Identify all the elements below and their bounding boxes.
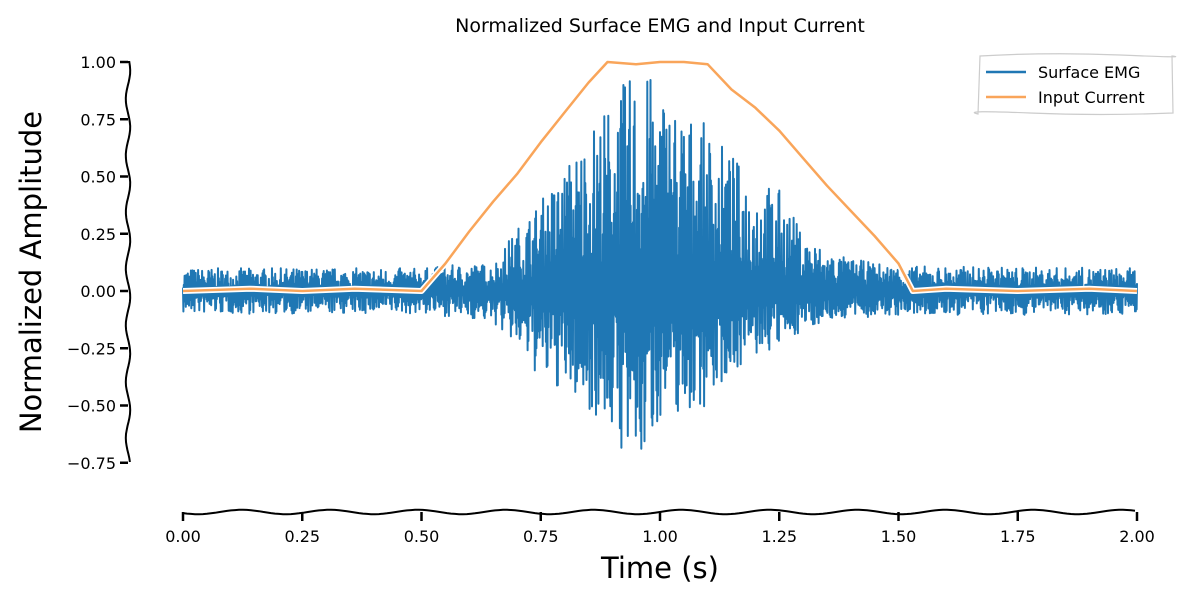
y-tick-label: 0.50	[80, 168, 116, 187]
emg-series	[182, 79, 1138, 450]
y-axis-ticks: 1.00 0.75 0.50 0.25 0.00 −0.25 −0.50 −0.75	[67, 53, 128, 473]
legend-frame	[973, 53, 1177, 116]
x-tick-label: 1.00	[642, 527, 678, 546]
chart-title: Normalized Surface EMG and Input Current	[455, 15, 865, 37]
x-tick-label: 1.75	[1000, 527, 1036, 546]
y-axis-spine	[124, 61, 132, 463]
y-tick-label: 0.00	[80, 282, 116, 301]
y-tick-label: −0.75	[67, 454, 116, 473]
x-axis-title: Time (s)	[600, 551, 719, 585]
legend-label-input-current: Input Current	[1038, 88, 1145, 107]
y-axis-title: Normalized Amplitude	[14, 111, 48, 433]
y-tick-label: 0.75	[80, 110, 116, 129]
y-tick-label: 1.00	[80, 53, 116, 72]
x-tick-label: 2.00	[1119, 527, 1155, 546]
x-tick-label: 0.50	[404, 527, 440, 546]
x-tick-label: 0.00	[165, 527, 201, 546]
y-tick-label: 0.25	[80, 225, 116, 244]
x-axis-ticks: 0.00 0.25 0.50 0.75 1.00 1.25 1.50 1.75 2.00	[165, 512, 1155, 546]
legend: Surface EMG Input Current	[973, 53, 1177, 116]
legend-label-surface-emg: Surface EMG	[1038, 63, 1140, 82]
x-tick-label: 1.25	[761, 527, 797, 546]
input-current-series	[182, 59, 1138, 294]
input-current-line	[182, 60, 1138, 293]
x-axis-spine	[182, 508, 1136, 516]
x-tick-label: 1.50	[881, 527, 917, 546]
y-tick-label: −0.25	[67, 339, 116, 358]
x-tick-label: 0.75	[523, 527, 559, 546]
y-tick-label: −0.50	[67, 397, 116, 416]
x-tick-label: 0.25	[284, 527, 320, 546]
emg-line	[182, 79, 1138, 450]
